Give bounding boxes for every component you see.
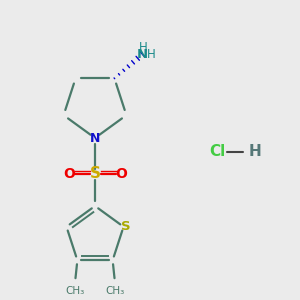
- Text: O: O: [63, 167, 75, 181]
- Text: H: H: [139, 41, 148, 54]
- Text: H: H: [249, 145, 262, 160]
- Text: S: S: [121, 220, 130, 233]
- Text: H: H: [147, 48, 156, 61]
- Text: Cl: Cl: [209, 145, 225, 160]
- Text: S: S: [89, 167, 100, 182]
- Text: N: N: [137, 48, 148, 61]
- Text: N: N: [90, 131, 100, 145]
- Text: CH₃: CH₃: [65, 286, 85, 296]
- Text: O: O: [115, 167, 127, 181]
- Text: CH₃: CH₃: [105, 286, 124, 296]
